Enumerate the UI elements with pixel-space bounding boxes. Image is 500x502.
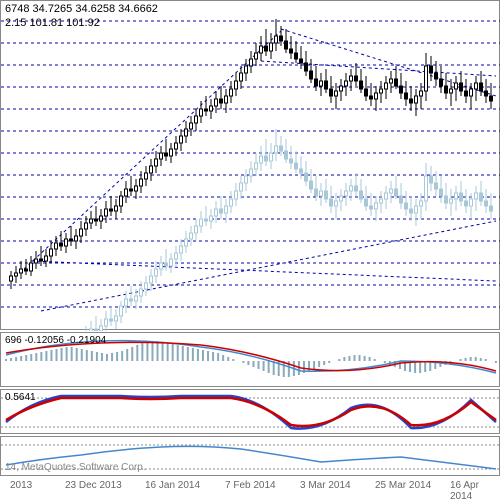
copyright-text: 14, MetaQuotes Software Corp. [5,462,146,473]
ohlc-text-1: 6748 34.7265 34.6258 34.6662 [5,3,158,15]
stoch-label: 0.5641 [5,392,36,403]
chart-container: 6748 34.7265 34.6258 34.6662 2.15 101.81… [0,0,500,500]
ohlc-text-2: 2.15 101.81 101.92 [5,17,100,29]
xaxis-tick: 25 Mar 2014 [375,480,431,491]
main-price-panel[interactable]: 6748 34.7265 34.6258 34.6662 2.15 101.81… [0,0,500,330]
xaxis-tick: 3 Mar 2014 [300,480,351,491]
xaxis-tick: 2013 [10,480,32,491]
macd-panel[interactable]: 696 -0.12056 -0.21904 [0,332,500,387]
xaxis-tick: 23 Dec 2013 [65,480,122,491]
stoch-svg [1,390,500,435]
stochastic-panel[interactable]: 0.5641 [0,389,500,434]
x-axis: 2013 23 Dec 2013 16 Jan 2014 7 Feb 2014 3 Ma… [0,478,500,500]
xaxis-tick: 7 Feb 2014 [225,480,276,491]
rsi-panel[interactable]: 14, MetaQuotes Software Corp. [0,436,500,476]
macd-label: 696 -0.12056 -0.21904 [5,335,106,346]
xaxis-tick: 16 Jan 2014 [145,480,200,491]
xaxis-tick: 16 Apr 2014 [450,480,500,502]
main-chart-svg [1,1,500,331]
